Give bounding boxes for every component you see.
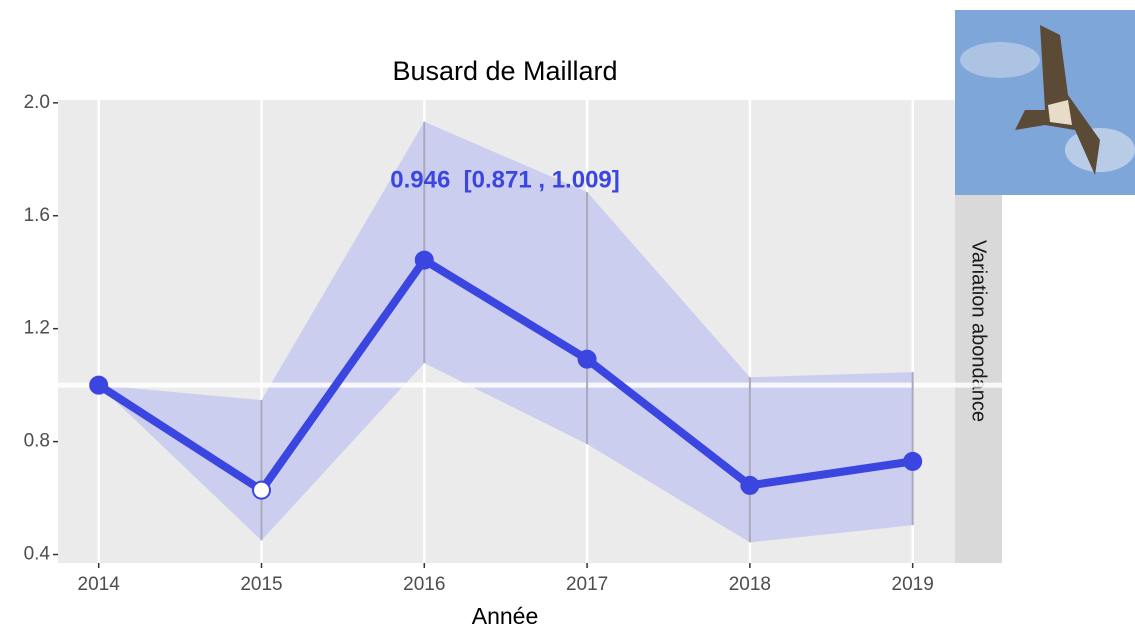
x-axis-label: Année (472, 603, 539, 629)
y-tick-label: 0.4 (24, 544, 51, 565)
x-tick-label: 2015 (240, 574, 282, 595)
bird-photo (955, 10, 1135, 195)
x-tick-label: 2017 (566, 574, 608, 595)
y-tick-label: 2.0 (24, 92, 50, 113)
strip-label: Variation abondance (968, 240, 990, 422)
x-tick-label: 2018 (729, 574, 771, 595)
chart: Variation abondance Busard de Maillard A… (0, 0, 1135, 629)
y-tick-label: 1.6 (24, 205, 50, 226)
point (904, 453, 921, 470)
annotation: 0.946 [0.871 , 1.009] (390, 166, 620, 193)
point (416, 252, 433, 269)
x-tick-label: 2019 (892, 574, 934, 595)
x-tick-label: 2016 (403, 574, 445, 595)
point (741, 477, 758, 494)
y-tick-label: 1.2 (24, 318, 50, 339)
point (579, 351, 596, 368)
point (90, 377, 107, 394)
chart-title: Busard de Maillard (392, 56, 617, 86)
x-tick-label: 2014 (78, 574, 121, 595)
y-tick-label: 0.8 (24, 431, 50, 452)
point (253, 482, 270, 499)
